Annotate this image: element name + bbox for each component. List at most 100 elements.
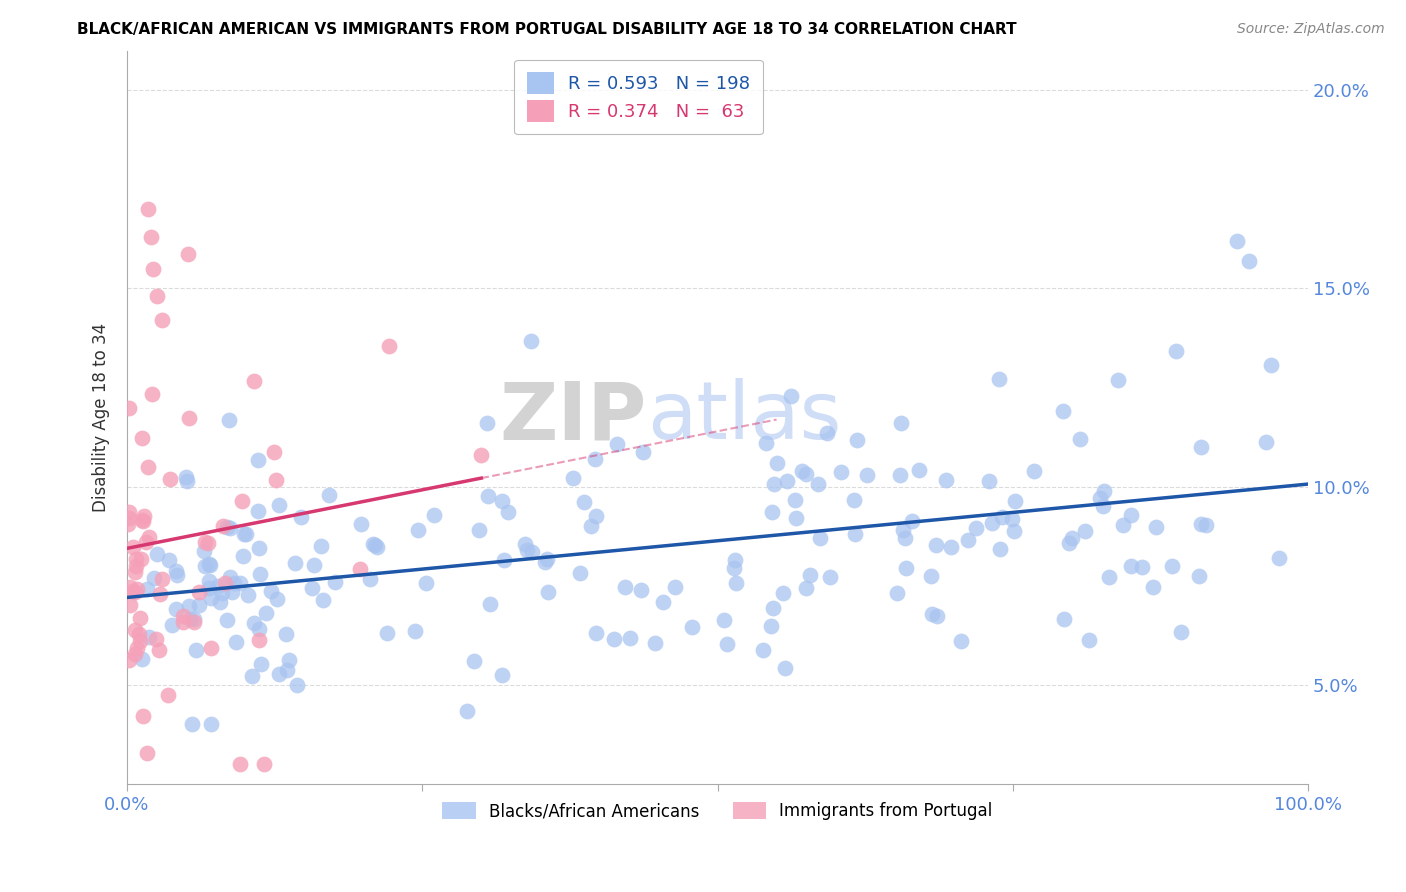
Point [118, 401, 141, 416]
Point [900, 514, 922, 528]
Point [284, 556, 307, 570]
Point [522, 545, 544, 559]
Point [1052, 404, 1074, 418]
Point [117, 516, 139, 531]
Point [1191, 517, 1213, 532]
Point [1090, 491, 1112, 505]
Point [214, 575, 236, 590]
Point [250, 657, 273, 671]
Point [991, 509, 1014, 524]
Point [143, 571, 166, 585]
Point [619, 631, 641, 645]
Point [197, 574, 219, 588]
Point [225, 634, 247, 648]
Y-axis label: Disability Age 18 to 34: Disability Age 18 to 34 [93, 323, 110, 512]
Point [894, 561, 917, 575]
Point [188, 584, 211, 599]
Point [139, 230, 162, 244]
Point [779, 389, 801, 403]
Point [290, 510, 312, 524]
Text: ZIP: ZIP [499, 378, 647, 456]
Point [183, 615, 205, 629]
Point [125, 558, 148, 573]
Point [846, 434, 869, 448]
Point [1254, 434, 1277, 449]
Point [496, 504, 519, 518]
Point [212, 518, 235, 533]
Point [136, 459, 159, 474]
Point [1188, 569, 1211, 583]
Point [263, 445, 285, 459]
Point [287, 678, 309, 692]
Point [264, 473, 287, 487]
Point [277, 653, 299, 667]
Point [537, 585, 560, 599]
Point [128, 627, 150, 641]
Point [124, 552, 146, 566]
Point [118, 510, 141, 524]
Point [232, 549, 254, 563]
Point [908, 463, 931, 477]
Point [124, 623, 146, 637]
Point [762, 476, 785, 491]
Point [1053, 612, 1076, 626]
Point [664, 580, 686, 594]
Point [159, 472, 181, 486]
Point [794, 581, 817, 595]
Point [131, 431, 153, 445]
Point [981, 516, 1004, 531]
Point [121, 583, 143, 598]
Point [323, 575, 346, 590]
Point [128, 633, 150, 648]
Point [135, 534, 157, 549]
Point [759, 619, 782, 633]
Point [478, 597, 501, 611]
Point [349, 562, 371, 576]
Point [886, 585, 908, 599]
Point [218, 413, 240, 427]
Point [266, 591, 288, 606]
Point [950, 633, 973, 648]
Point [785, 511, 807, 525]
Point [174, 469, 197, 483]
Point [375, 626, 398, 640]
Point [1260, 358, 1282, 372]
Point [177, 247, 200, 261]
Point [138, 630, 160, 644]
Point [1142, 580, 1164, 594]
Point [172, 615, 194, 630]
Point [776, 474, 799, 488]
Point [162, 618, 184, 632]
Point [228, 756, 250, 771]
Point [579, 519, 602, 533]
Point [125, 641, 148, 656]
Point [1195, 517, 1218, 532]
Point [477, 489, 499, 503]
Point [152, 572, 174, 586]
Point [224, 575, 246, 590]
Point [468, 523, 491, 537]
Point [1092, 499, 1115, 513]
Point [131, 514, 153, 528]
Point [956, 533, 979, 547]
Point [120, 580, 142, 594]
Point [1022, 464, 1045, 478]
Point [131, 512, 153, 526]
Point [243, 615, 266, 630]
Point [415, 576, 437, 591]
Legend: Blacks/African Americans, Immigrants from Portugal: Blacks/African Americans, Immigrants fro… [436, 795, 1000, 827]
Point [156, 689, 179, 703]
Point [179, 612, 201, 626]
Point [142, 261, 165, 276]
Point [1121, 558, 1143, 573]
Point [197, 536, 219, 550]
Point [988, 542, 1011, 557]
Point [585, 625, 607, 640]
Point [987, 372, 1010, 386]
Point [194, 559, 217, 574]
Point [200, 591, 222, 605]
Point [921, 607, 943, 622]
Point [1001, 511, 1024, 525]
Point [128, 610, 150, 624]
Point [200, 717, 222, 731]
